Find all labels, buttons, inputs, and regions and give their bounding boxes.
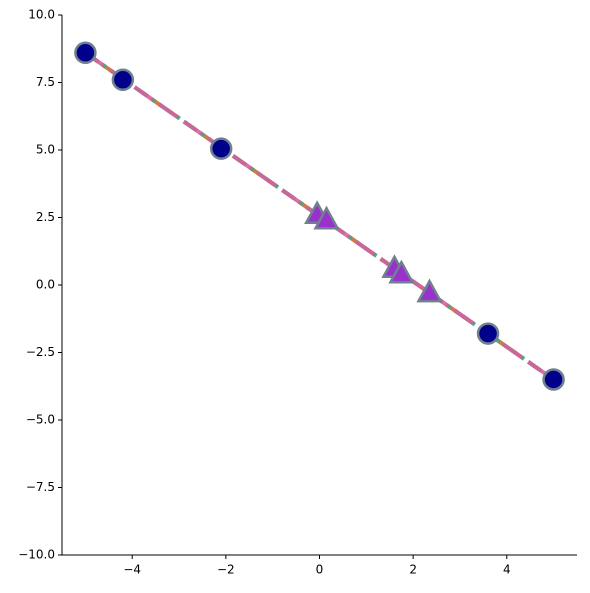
x-tick-label: −4 — [123, 563, 141, 577]
y-tick-label: 7.5 — [36, 75, 55, 89]
point — [313, 205, 340, 230]
point — [388, 259, 415, 284]
y-tick-label: 0.0 — [36, 278, 55, 292]
point — [476, 322, 500, 345]
point — [416, 278, 443, 303]
y-tick-label: −7.5 — [26, 480, 55, 494]
y-tick-label: −2.5 — [26, 345, 55, 359]
y-tick-label: −5.0 — [26, 413, 55, 427]
y-tick-label: 5.0 — [36, 143, 55, 157]
point — [209, 137, 233, 160]
x-tick-label: 2 — [409, 563, 417, 577]
x-tick-label: 4 — [503, 563, 511, 577]
y-tick-label: 2.5 — [36, 210, 55, 224]
y-tick-label: 10.0 — [28, 8, 55, 22]
point — [542, 368, 565, 391]
x-tick-label: 0 — [316, 563, 324, 577]
point — [74, 41, 97, 65]
point — [111, 68, 135, 92]
y-tick-label: −10.0 — [18, 548, 55, 562]
x-tick-label: −2 — [217, 563, 235, 577]
